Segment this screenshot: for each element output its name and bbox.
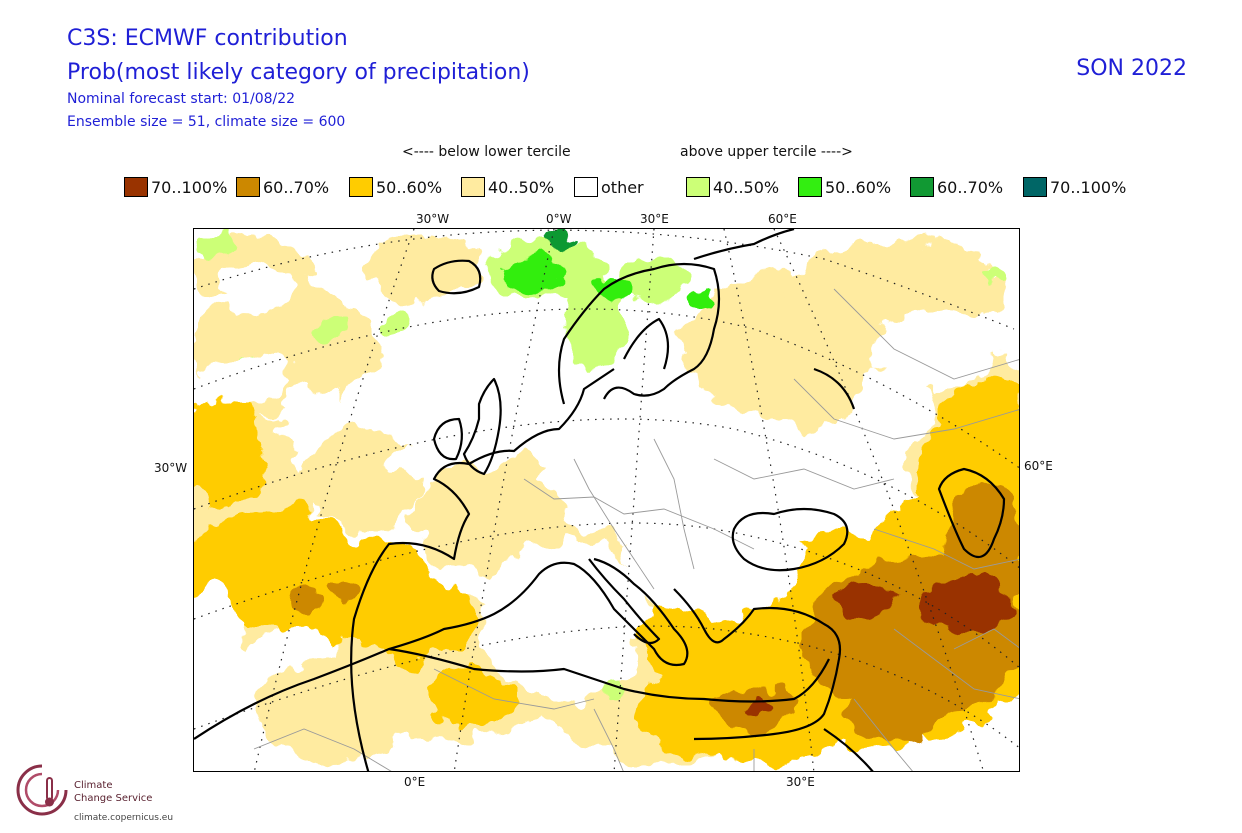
tick-right-60e: 60°E	[1024, 459, 1053, 473]
legend-swatch	[461, 177, 485, 197]
ensemble-size-label: Ensemble size = 51, climate size = 600	[67, 114, 346, 130]
tick-left-30w: 30°W	[154, 461, 188, 475]
shading-other	[194, 264, 994, 699]
legend-item: 60..70%	[236, 176, 329, 198]
season-label: SON 2022	[1076, 56, 1187, 81]
legend-label: 60..70%	[263, 177, 330, 197]
legend-label: 40..50%	[713, 177, 780, 197]
tick-top-30w: 30°W	[416, 212, 450, 226]
legend-label: 40..50%	[488, 177, 555, 197]
legend-label: other	[601, 177, 644, 197]
legend-swatch	[910, 177, 934, 197]
legend-item: other	[574, 176, 644, 198]
legend-swatch	[686, 177, 710, 197]
tick-bottom-0e: 0°E	[404, 775, 426, 789]
forecast-start-label: Nominal forecast start: 01/08/22	[67, 91, 296, 107]
copernicus-logo: Climate Change Service climate.copernicu…	[14, 762, 173, 823]
chart-subtitle: Prob(most likely category of precipitati…	[67, 60, 530, 85]
shading-70-100-below	[745, 574, 1014, 719]
legend-label: 50..60%	[376, 177, 443, 197]
legend-swatch	[349, 177, 373, 197]
legend-swatch	[1023, 177, 1047, 197]
legend-below-header: <---- below lower tercile	[402, 144, 571, 160]
legend-above-header: above upper tercile ---->	[680, 144, 853, 160]
shading-above-tercile	[199, 230, 1004, 701]
graticule	[194, 229, 1019, 771]
coastlines	[194, 229, 1006, 771]
legend-label: 60..70%	[937, 177, 1004, 197]
map-panel	[193, 228, 1020, 772]
tick-top-30e: 30°E	[640, 212, 669, 226]
logo-text-service: Change Service	[74, 793, 153, 804]
legend-item: 60..70%	[910, 176, 1003, 198]
legend-item: 70..100%	[124, 176, 227, 198]
legend-swatch	[798, 177, 822, 197]
chart-title: C3S: ECMWF contribution	[67, 26, 348, 51]
legend-swatch	[236, 177, 260, 197]
legend-item: 40..50%	[686, 176, 779, 198]
legend-item: 50..60%	[349, 176, 442, 198]
country-borders	[253, 288, 1019, 771]
logo-text-climate: Climate	[74, 780, 113, 791]
legend-swatch	[574, 177, 598, 197]
tick-bottom-30e: 30°E	[786, 775, 815, 789]
legend-item: 50..60%	[798, 176, 891, 198]
tick-top-60e: 60°E	[768, 212, 797, 226]
probability-map	[194, 229, 1019, 771]
legend-label: 70..100%	[151, 177, 228, 197]
legend-swatch	[124, 177, 148, 197]
legend-label: 50..60%	[825, 177, 892, 197]
legend-label: 70..100%	[1050, 177, 1127, 197]
logo-url: climate.copernicus.eu	[74, 813, 174, 823]
legend-item: 70..100%	[1023, 176, 1126, 198]
climate-logo-icon	[16, 764, 68, 816]
tick-top-0w: 0°W	[546, 212, 572, 226]
legend-item: 40..50%	[461, 176, 554, 198]
